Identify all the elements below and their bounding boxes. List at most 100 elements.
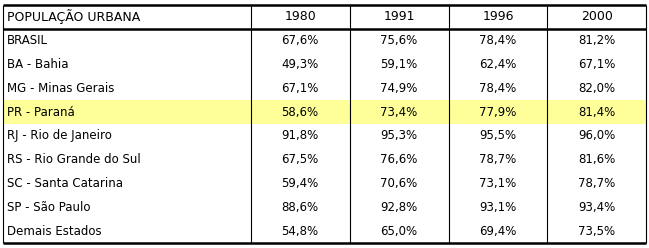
Bar [350, 29, 448, 53]
Bar [448, 100, 548, 124]
Bar [350, 76, 448, 100]
Bar [350, 100, 448, 124]
Bar [548, 76, 646, 100]
Text: 67,1%: 67,1% [282, 82, 319, 95]
Text: 65,0%: 65,0% [380, 225, 417, 238]
Text: 59,1%: 59,1% [380, 58, 418, 71]
Bar [448, 148, 548, 172]
Text: RS - Rio Grande do Sul: RS - Rio Grande do Sul [7, 153, 141, 166]
Text: 78,7%: 78,7% [480, 153, 517, 166]
Text: 59,4%: 59,4% [282, 177, 319, 190]
Text: 76,6%: 76,6% [380, 153, 418, 166]
Bar [548, 5, 646, 29]
Text: 69,4%: 69,4% [480, 225, 517, 238]
Bar [448, 76, 548, 100]
Text: 74,9%: 74,9% [380, 82, 418, 95]
Bar [3, 100, 251, 124]
Bar [548, 195, 646, 219]
Bar [548, 219, 646, 243]
Text: 78,7%: 78,7% [578, 177, 615, 190]
Text: 75,6%: 75,6% [380, 34, 418, 47]
Bar [251, 29, 350, 53]
Bar [3, 29, 251, 53]
Bar [448, 124, 548, 148]
Text: 58,6%: 58,6% [282, 106, 319, 119]
Text: 67,5%: 67,5% [282, 153, 319, 166]
Bar [3, 5, 251, 29]
Bar [548, 148, 646, 172]
Text: 62,4%: 62,4% [480, 58, 517, 71]
Text: 81,4%: 81,4% [578, 106, 615, 119]
Text: 1996: 1996 [482, 10, 514, 23]
Text: 82,0%: 82,0% [578, 82, 615, 95]
Bar [3, 53, 251, 76]
Text: 73,1%: 73,1% [480, 177, 517, 190]
Bar [350, 219, 448, 243]
Text: 2000: 2000 [581, 10, 613, 23]
Text: 77,9%: 77,9% [480, 106, 517, 119]
Bar [251, 5, 350, 29]
Bar [350, 148, 448, 172]
Bar [3, 195, 251, 219]
Text: 91,8%: 91,8% [282, 129, 319, 142]
Text: 81,2%: 81,2% [578, 34, 615, 47]
Text: 95,5%: 95,5% [480, 129, 517, 142]
Bar [251, 172, 350, 195]
Text: MG - Minas Gerais: MG - Minas Gerais [7, 82, 114, 95]
Text: POPULAÇÃO URBANA: POPULAÇÃO URBANA [7, 9, 140, 24]
Text: SC - Santa Catarina: SC - Santa Catarina [7, 177, 123, 190]
Text: 1991: 1991 [384, 10, 415, 23]
Text: 73,4%: 73,4% [380, 106, 418, 119]
Text: 78,4%: 78,4% [480, 82, 517, 95]
Bar [3, 172, 251, 195]
Bar [548, 100, 646, 124]
Bar [548, 53, 646, 76]
Bar [350, 53, 448, 76]
Bar [350, 124, 448, 148]
Bar [448, 29, 548, 53]
Bar [350, 195, 448, 219]
Text: 95,3%: 95,3% [380, 129, 417, 142]
Bar [350, 5, 448, 29]
Text: 93,1%: 93,1% [480, 201, 517, 214]
Bar [448, 172, 548, 195]
Text: 92,8%: 92,8% [380, 201, 418, 214]
Text: 70,6%: 70,6% [380, 177, 418, 190]
Text: 73,5%: 73,5% [578, 225, 615, 238]
Bar [3, 148, 251, 172]
Text: 78,4%: 78,4% [480, 34, 517, 47]
Bar [251, 219, 350, 243]
Text: 67,1%: 67,1% [578, 58, 615, 71]
Text: 1980: 1980 [284, 10, 316, 23]
Text: Demais Estados: Demais Estados [7, 225, 102, 238]
Text: PR - Paraná: PR - Paraná [7, 106, 75, 119]
Text: 49,3%: 49,3% [282, 58, 319, 71]
Bar [251, 195, 350, 219]
Text: 96,0%: 96,0% [578, 129, 615, 142]
Bar [548, 124, 646, 148]
Text: RJ - Rio de Janeiro: RJ - Rio de Janeiro [7, 129, 112, 142]
Text: 67,6%: 67,6% [282, 34, 319, 47]
Bar [448, 53, 548, 76]
Bar [548, 172, 646, 195]
Bar [251, 148, 350, 172]
Bar [251, 100, 350, 124]
Text: BA - Bahia: BA - Bahia [7, 58, 69, 71]
Text: 54,8%: 54,8% [282, 225, 319, 238]
Bar [251, 76, 350, 100]
Text: BRASIL: BRASIL [7, 34, 48, 47]
Text: 88,6%: 88,6% [282, 201, 319, 214]
Bar [251, 53, 350, 76]
Bar [448, 5, 548, 29]
Text: 81,6%: 81,6% [578, 153, 615, 166]
Bar [3, 219, 251, 243]
Text: SP - São Paulo: SP - São Paulo [7, 201, 91, 214]
Text: 93,4%: 93,4% [578, 201, 615, 214]
Bar [350, 172, 448, 195]
Bar [3, 124, 251, 148]
Bar [448, 219, 548, 243]
Bar [548, 29, 646, 53]
Bar [251, 124, 350, 148]
Bar [448, 195, 548, 219]
Bar [3, 76, 251, 100]
